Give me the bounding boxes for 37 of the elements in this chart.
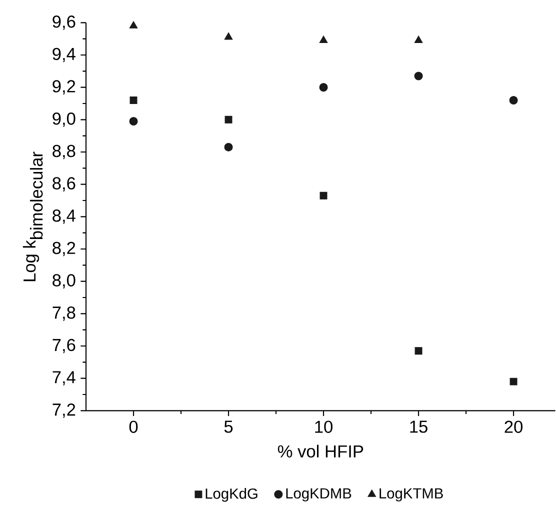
y-tick-label: 8,4 [52,209,76,224]
y-tick-label: 7,2 [52,403,76,418]
y-tick-label: 7,4 [52,371,76,386]
point [414,72,423,80]
x-axis-title: % vol HFIP [278,444,364,458]
point [320,192,328,200]
x-tick-label: 20 [504,420,522,433]
y-tick-label: 8,0 [52,274,76,288]
y-tick-label: 8,6 [52,177,76,192]
point [510,378,518,386]
y-tick-label: 9,6 [52,15,76,30]
legend-label: LogKdG [206,488,258,502]
y-tick-label: 8,8 [52,144,76,159]
y-tick-label: 7,8 [52,306,76,321]
legend-label: LogKTMB [380,488,443,502]
y-tick-label: 9,0 [52,112,76,127]
point [414,346,422,354]
legend-label: LogKDMB [286,488,352,502]
y-tick-label: 9,4 [52,48,76,62]
point [129,20,138,28]
point [414,35,423,43]
x-tick-label: 5 [224,420,233,433]
x-tick-label: 0 [129,420,138,433]
y-tick-label: 8,2 [52,242,76,256]
point [130,96,138,104]
point [129,116,138,126]
point [224,32,233,40]
y-tick-label: 9,2 [52,80,76,94]
x-tick-label: 15 [410,420,428,433]
point [319,82,328,92]
x-tick-label: 10 [315,420,332,433]
y-tick-label: 7,6 [52,338,76,353]
point [224,142,233,152]
y-axis-title: $\mbox{Log k}_{\mbox{bimolecular}}$ [22,152,43,281]
point [224,116,232,124]
point [319,35,328,43]
point [509,96,518,104]
